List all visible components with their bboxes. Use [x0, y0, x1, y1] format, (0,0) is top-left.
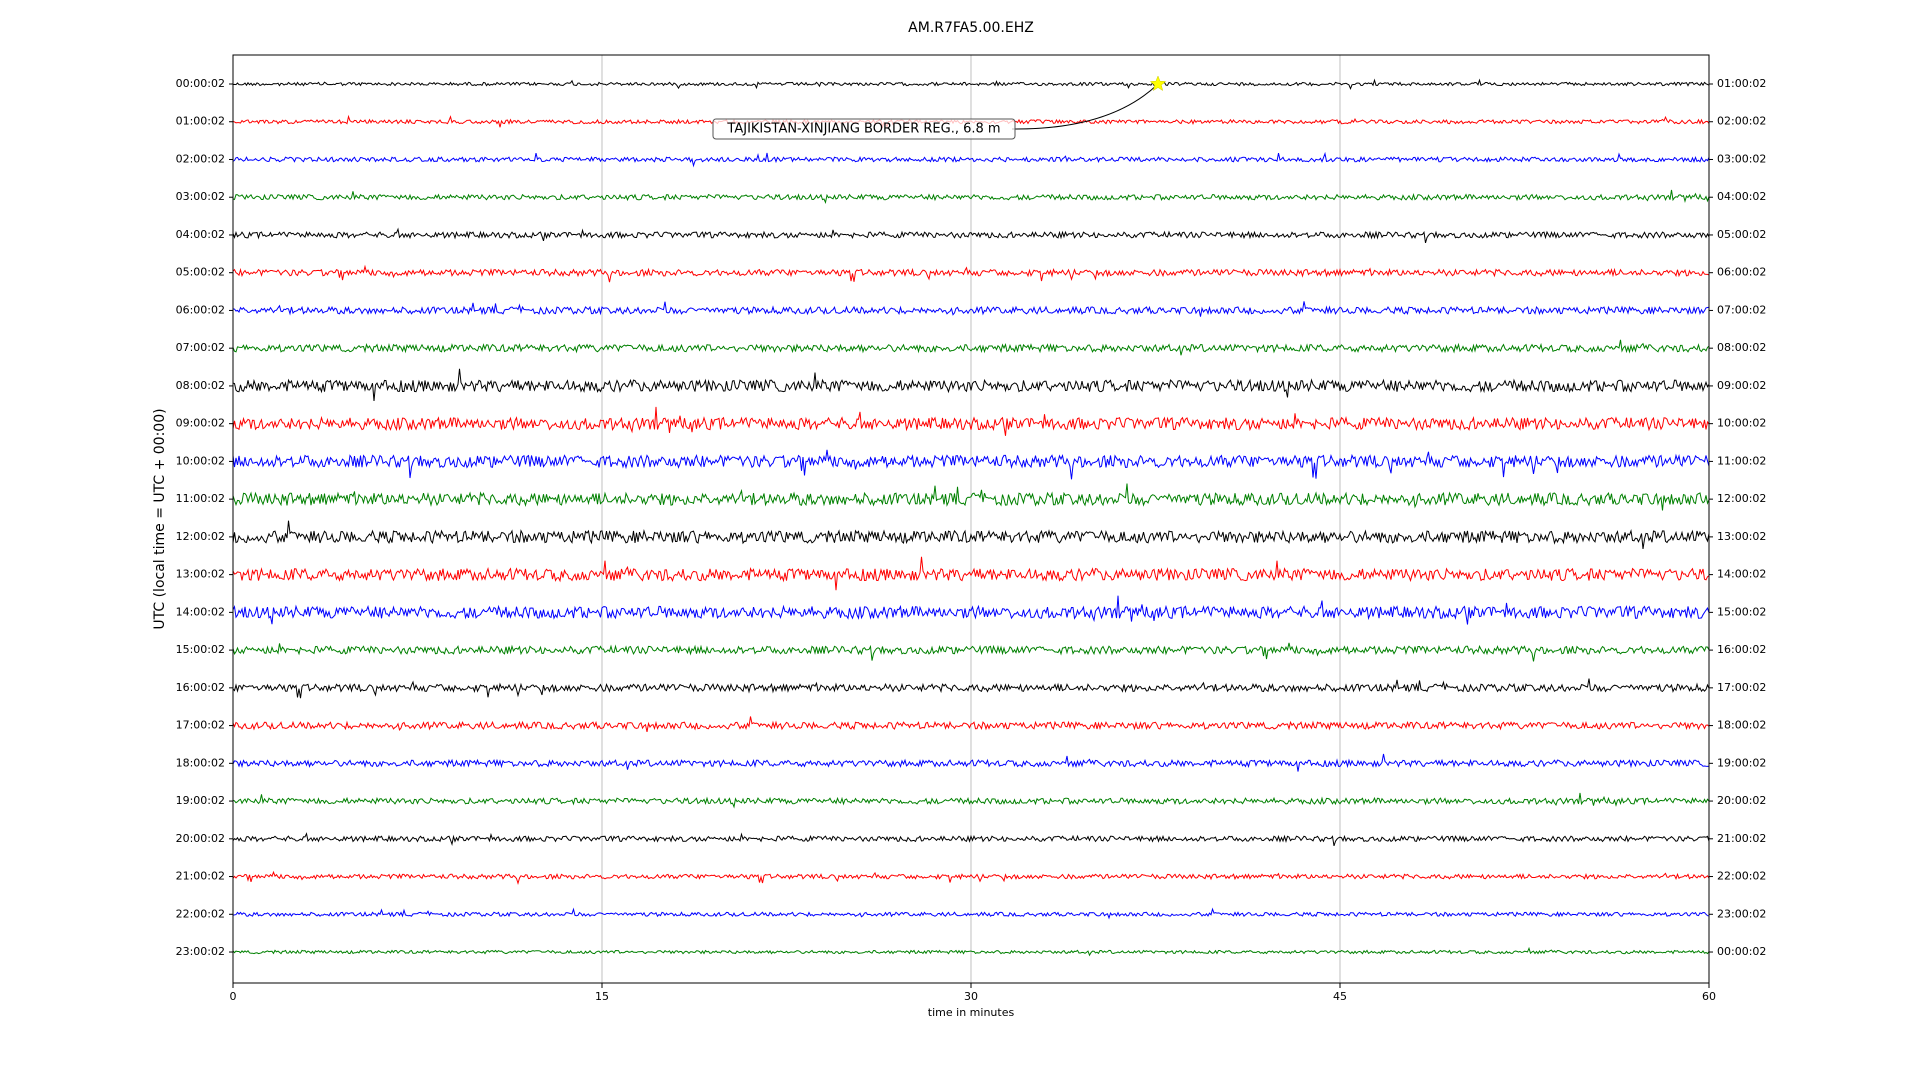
trace [232, 753, 1710, 772]
y-tick-label: 21:00:02 [176, 870, 225, 883]
x-tick-label: 30 [964, 990, 978, 1003]
y-tick-label-right: 23:00:02 [1717, 907, 1766, 920]
y-tick-label-right: 19:00:02 [1717, 756, 1766, 769]
trace [232, 907, 1710, 920]
y-tick-label: 16:00:02 [176, 681, 225, 694]
trace [232, 78, 1710, 91]
trace [232, 368, 1710, 401]
trace [232, 642, 1710, 662]
trace [232, 301, 1710, 317]
y-tick-label-right: 15:00:02 [1717, 605, 1766, 618]
y-tick-label-right: 20:00:02 [1717, 794, 1766, 807]
y-tick-label: 23:00:02 [176, 945, 225, 958]
x-tick-label: 0 [230, 990, 237, 1003]
annotation-arrow [1011, 83, 1159, 130]
trace [232, 595, 1710, 625]
y-tick-label-right: 03:00:02 [1717, 152, 1766, 165]
y-tick-label: 19:00:02 [176, 794, 225, 807]
y-tick-label: 09:00:02 [176, 417, 225, 430]
y-tick-label-right: 12:00:02 [1717, 492, 1766, 505]
trace [232, 483, 1710, 511]
trace [232, 406, 1710, 436]
y-tick-label-right: 06:00:02 [1717, 266, 1766, 279]
y-tick-label-right: 13:00:02 [1717, 530, 1766, 543]
y-tick-label: 00:00:02 [176, 77, 225, 90]
annotation-box [712, 118, 1016, 140]
trace [232, 264, 1710, 283]
y-tick-label-right: 01:00:02 [1717, 77, 1766, 90]
x-tick-label: 15 [595, 990, 609, 1003]
y-tick-label-right: 21:00:02 [1717, 832, 1766, 845]
chart-title: AM.R7FA5.00.EHZ [908, 20, 1034, 36]
y-tick-label: 15:00:02 [176, 643, 225, 656]
y-tick-label-right: 07:00:02 [1717, 303, 1766, 316]
trace [232, 189, 1710, 205]
trace [232, 832, 1710, 847]
trace [232, 678, 1710, 699]
y-tick-label: 01:00:02 [176, 115, 225, 128]
y-tick-label-right: 22:00:02 [1717, 870, 1766, 883]
y-tick-label: 22:00:02 [176, 907, 225, 920]
y-tick-label: 05:00:02 [176, 266, 225, 279]
y-tick-label: 13:00:02 [176, 568, 225, 581]
trace [232, 227, 1710, 244]
y-tick-label-right: 17:00:02 [1717, 681, 1766, 694]
event-marker [1149, 75, 1167, 92]
y-tick-label-right: 00:00:02 [1717, 945, 1766, 958]
y-tick-label: 12:00:02 [176, 530, 225, 543]
trace [232, 339, 1710, 356]
annotation-label: TAJIKISTAN-XINJIANG BORDER REG., 6.8 m [726, 122, 1000, 137]
x-tick-label: 60 [1702, 990, 1716, 1003]
y-tick-label-right: 02:00:02 [1717, 115, 1766, 128]
y-tick-label-right: 18:00:02 [1717, 719, 1766, 732]
y-tick-label-right: 04:00:02 [1717, 190, 1766, 203]
y-tick-label-right: 05:00:02 [1717, 228, 1766, 241]
y-tick-label: 02:00:02 [176, 152, 225, 165]
y-tick-label-right: 08:00:02 [1717, 341, 1766, 354]
y-tick-label-right: 14:00:02 [1717, 568, 1766, 581]
y-tick-label: 04:00:02 [176, 228, 225, 241]
trace [232, 716, 1710, 733]
y-tick-label: 11:00:02 [176, 492, 225, 505]
y-tick-label-right: 16:00:02 [1717, 643, 1766, 656]
trace [232, 151, 1710, 168]
trace [232, 449, 1710, 480]
y-tick-label: 14:00:02 [176, 605, 225, 618]
trace [232, 946, 1710, 957]
trace [232, 520, 1710, 549]
trace [232, 792, 1710, 809]
trace [232, 556, 1710, 591]
y-tick-label: 17:00:02 [176, 719, 225, 732]
y-tick-label-right: 10:00:02 [1717, 417, 1766, 430]
y-tick-label: 20:00:02 [176, 832, 225, 845]
plot-frame [232, 54, 1710, 984]
y-tick-label: 07:00:02 [176, 341, 225, 354]
x-tick-label: 45 [1333, 990, 1347, 1003]
y-axis-label: UTC (local time = UTC + 00:00) [152, 408, 168, 629]
y-tick-label: 18:00:02 [176, 756, 225, 769]
y-tick-label: 10:00:02 [176, 454, 225, 467]
y-tick-label: 08:00:02 [176, 379, 225, 392]
trace [232, 870, 1710, 886]
y-tick-label: 06:00:02 [176, 303, 225, 316]
x-axis-label: time in minutes [928, 1006, 1015, 1019]
y-tick-label-right: 11:00:02 [1717, 454, 1766, 467]
y-tick-label-right: 09:00:02 [1717, 379, 1766, 392]
y-tick-label: 03:00:02 [176, 190, 225, 203]
